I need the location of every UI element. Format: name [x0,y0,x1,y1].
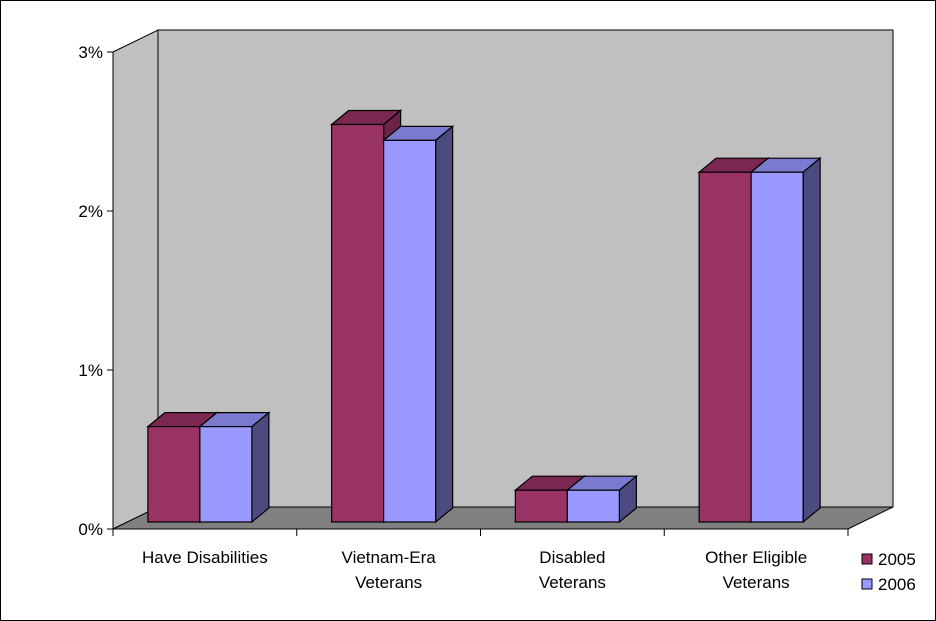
legend-swatch-2005 [861,553,873,565]
x-tick-label: Vietnam-Era [342,548,437,567]
bar-front [514,489,568,523]
legend-label-2006: 2006 [878,575,916,594]
bar-front [750,171,804,523]
bar-front [383,139,437,523]
x-tick-label: Disabled [539,548,605,567]
legend-swatch-2006 [861,578,873,590]
legend-label-2005: 2005 [878,550,916,569]
bar-front [566,489,620,523]
bar-front [199,426,253,523]
bar-front [698,171,752,523]
bar-side [251,411,270,524]
x-tick-label: Veterans [539,573,606,592]
bar-2006-3 [749,156,822,524]
bar-side [435,125,454,524]
bar-side [802,156,821,524]
x-tick-label: Veterans [355,573,422,592]
x-tick-label: Have Disabilities [142,548,268,567]
y-tick-label: 3% [78,43,103,62]
x-tick-label: Veterans [723,573,790,592]
bar-front [147,426,201,523]
bar-2006-2 [565,474,639,524]
y-tick-label: 0% [78,520,103,539]
bar-2006-1 [381,125,455,524]
bar-2006-0 [198,411,271,524]
bar-front [331,123,385,523]
y-tick-label: 2% [78,202,103,221]
y-tick-label: 1% [78,361,103,380]
x-tick-label: Other Eligible [705,548,807,567]
